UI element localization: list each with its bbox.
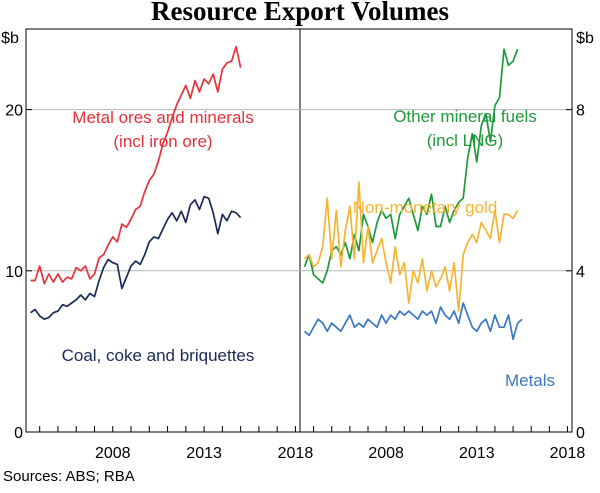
ytick-label-left-20: 20 [5, 103, 23, 120]
ytick-label-right-4: 4 [576, 264, 585, 281]
ytick-label-right-0: 0 [576, 425, 585, 442]
xtick-label-left-2013: 2013 [186, 445, 222, 462]
plot-frame [25, 28, 573, 433]
series-line-metals [303, 302, 523, 341]
source-note: Sources: ABS; RBA [3, 468, 135, 485]
series-label-other-mineral-fuels: Other mineral fuels [393, 107, 537, 126]
xtick-label-right-2013: 2013 [459, 445, 495, 462]
xtick-label-left-2018: 2018 [278, 445, 314, 462]
axes: 0 10 20 $b 2008 2013 2018 0 4 8 $b 2008 2013 2018 [1, 30, 594, 462]
series-line-non-monetary-gold [303, 181, 519, 312]
ytick-label-left-0: 0 [14, 425, 23, 442]
series-line-metal-ores-and-minerals [30, 45, 242, 285]
gridlines [26, 109, 572, 272]
series-line-other-mineral-fuels [303, 48, 519, 284]
xtick-label-right-2018: 2018 [550, 445, 586, 462]
series-label-coal-coke-and-briquettes: Coal, coke and briquettes [62, 346, 255, 365]
series-label-other-mineral-fuels: (incl LNG) [427, 131, 504, 150]
series-label-metal-ores-and-minerals: Metal ores and minerals [72, 108, 253, 127]
y-unit-label-left: $b [1, 30, 19, 47]
series-line-coal-coke-and-briquettes [30, 195, 242, 321]
series-label-non-monetary-gold: Non-monetary gold [353, 198, 498, 217]
y-unit-label-right: $b [576, 30, 594, 47]
ytick-label-right-8: 8 [576, 103, 585, 120]
chart-title: Resource Export Volumes [150, 0, 449, 26]
xtick-label-right-2008: 2008 [368, 445, 404, 462]
series-label-metals: Metals [505, 371, 555, 390]
series-lines [30, 45, 523, 341]
series-labels: Metal ores and minerals (incl iron ore) Co… [62, 107, 555, 390]
ytick-label-left-10: 10 [5, 264, 23, 281]
xtick-label-left-2008: 2008 [95, 445, 131, 462]
series-label-metal-ores-and-minerals: (incl iron ore) [113, 132, 212, 151]
